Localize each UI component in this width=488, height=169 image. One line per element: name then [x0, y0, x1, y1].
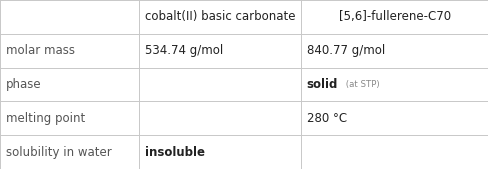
- Text: solid: solid: [306, 78, 337, 91]
- Text: molar mass: molar mass: [6, 44, 75, 57]
- Text: 534.74 g/mol: 534.74 g/mol: [145, 44, 223, 57]
- Text: 280 °C: 280 °C: [306, 112, 346, 125]
- Text: cobalt(II) basic carbonate: cobalt(II) basic carbonate: [144, 10, 295, 23]
- Text: [5,6]-fullerene-C70: [5,6]-fullerene-C70: [338, 10, 450, 23]
- Text: phase: phase: [6, 78, 41, 91]
- Text: 840.77 g/mol: 840.77 g/mol: [306, 44, 384, 57]
- Text: (at STP): (at STP): [343, 80, 379, 89]
- Text: melting point: melting point: [6, 112, 85, 125]
- Text: solubility in water: solubility in water: [6, 146, 111, 159]
- Text: insoluble: insoluble: [145, 146, 205, 159]
